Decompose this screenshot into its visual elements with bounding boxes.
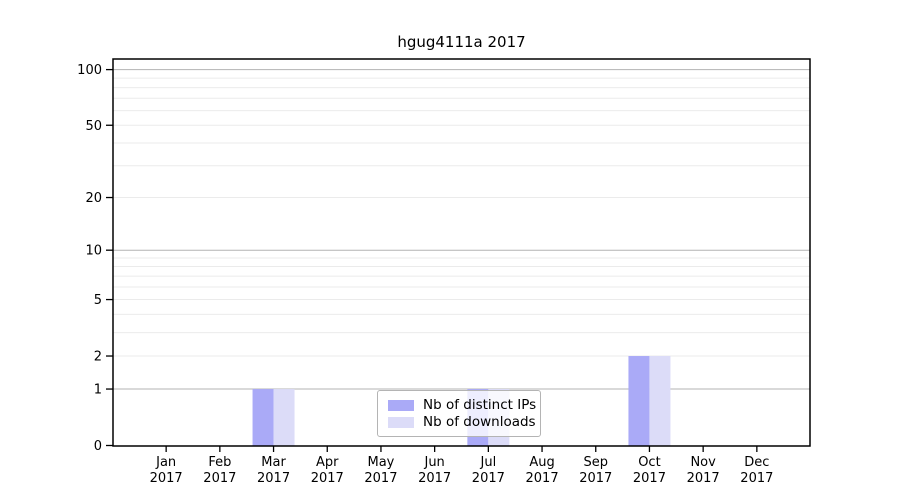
x-tick-label-month: Oct <box>638 455 660 470</box>
x-tick-label-month: May <box>368 455 395 470</box>
x-tick-label-year: 2017 <box>150 471 183 486</box>
bar-distinct-ips-oct <box>628 356 650 446</box>
legend: Nb of distinct IPs Nb of downloads <box>377 390 541 437</box>
x-tick-label-month: Aug <box>529 455 554 470</box>
x-tick-label-year: 2017 <box>364 471 397 486</box>
x-tick-label-year: 2017 <box>418 471 451 486</box>
legend-swatch-downloads <box>388 416 414 428</box>
x-tick-label-year: 2017 <box>472 471 505 486</box>
x-tick-label-year: 2017 <box>526 471 559 486</box>
x-tick-label-month: Jan <box>155 455 176 470</box>
legend-item-distinct-ips: Nb of distinct IPs <box>388 397 536 413</box>
x-tick-label-year: 2017 <box>311 471 344 486</box>
y-tick-label: 20 <box>85 191 102 206</box>
bar-downloads-oct <box>649 356 671 446</box>
x-tick-label-year: 2017 <box>579 471 612 486</box>
y-tick-label: 2 <box>94 350 102 365</box>
y-tick-label: 50 <box>85 119 102 134</box>
x-tick-label-year: 2017 <box>740 471 773 486</box>
x-tick-label-month: Jun <box>423 455 444 470</box>
y-tick-label: 1 <box>94 383 102 398</box>
legend-label-distinct-ips: Nb of distinct IPs <box>423 397 537 413</box>
plot-border <box>112 58 811 447</box>
y-tick-label: 5 <box>94 293 102 308</box>
y-tick-label: 100 <box>77 63 102 78</box>
x-tick-label-month: Apr <box>316 455 339 470</box>
bar-downloads-mar <box>273 389 295 446</box>
x-tick-label-year: 2017 <box>203 471 236 486</box>
legend-label-downloads: Nb of downloads <box>423 414 536 430</box>
legend-swatch-distinct-ips <box>388 399 414 411</box>
x-tick-label-month: Jul <box>480 455 497 470</box>
bar-distinct-ips-mar <box>252 389 274 446</box>
y-tick-label: 0 <box>94 439 102 454</box>
chart-title: hgug4111a 2017 <box>397 33 526 51</box>
legend-item-downloads: Nb of downloads <box>388 414 536 430</box>
x-tick-label-month: Dec <box>744 455 769 470</box>
x-tick-label-year: 2017 <box>687 471 720 486</box>
x-tick-label-month: Feb <box>208 455 231 470</box>
x-tick-label-year: 2017 <box>257 471 290 486</box>
x-tick-label-month: Sep <box>583 455 608 470</box>
y-tick-label: 10 <box>85 244 102 259</box>
x-tick-label-year: 2017 <box>633 471 666 486</box>
x-tick-label-month: Mar <box>261 455 286 470</box>
x-tick-label-month: Nov <box>690 455 716 470</box>
